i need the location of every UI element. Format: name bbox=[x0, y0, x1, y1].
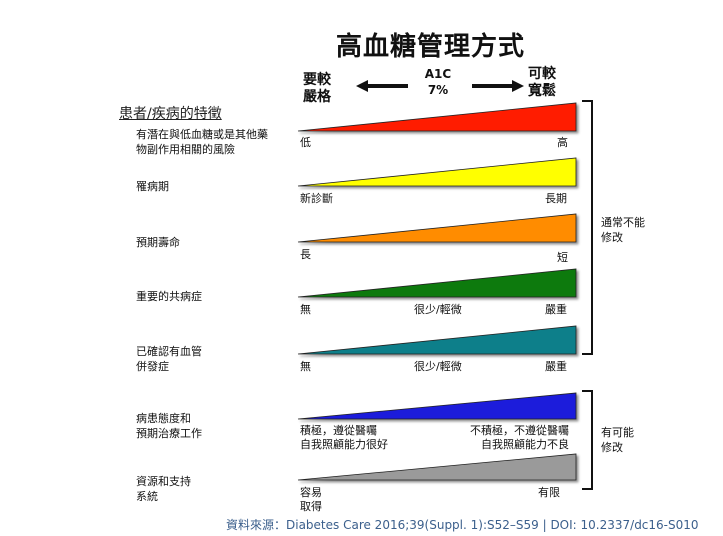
wedge-left-label: 長 bbox=[300, 248, 311, 261]
header-stricter-line1: 要較 bbox=[303, 72, 331, 88]
row-label-resources-support: 資源和支持 系統 bbox=[136, 474, 191, 504]
row-label-line: 罹病期 bbox=[136, 180, 169, 193]
patient-characteristics-heading: 患者/疾病的特徵 bbox=[119, 106, 222, 122]
wedge-right-label: 高 bbox=[557, 136, 568, 149]
header-looser: 可較 寬鬆 bbox=[520, 66, 564, 100]
note-line: 有可能 bbox=[601, 426, 634, 439]
wedge-resources-support bbox=[297, 453, 577, 481]
wedge-right-label: 短 bbox=[557, 251, 568, 264]
note-line: 通常不能 bbox=[601, 216, 645, 229]
row-label-disease-duration: 罹病期 bbox=[136, 179, 169, 194]
wedge-mid-label: 很少/輕微 bbox=[414, 303, 462, 316]
wedge-left-label-line: 容易 bbox=[300, 486, 322, 499]
wedge-right-label-line: 不積極，不遵從醫囑 bbox=[470, 424, 569, 437]
header-a1c-label: A1C bbox=[424, 67, 452, 81]
wedge-vascular-complications bbox=[297, 325, 577, 355]
header-looser-line2: 寬鬆 bbox=[528, 83, 556, 99]
wedge-comorbidities bbox=[297, 268, 577, 298]
row-label-line: 病患態度和 bbox=[136, 412, 191, 425]
wedge-life-expectancy bbox=[297, 213, 577, 243]
row-label-line: 重要的共病症 bbox=[136, 290, 202, 303]
row-label-line: 資源和支持 bbox=[136, 475, 191, 488]
row-label-line: 系統 bbox=[136, 490, 158, 503]
wedge-right-label: 長期 bbox=[545, 192, 567, 205]
header-stricter-line2: 嚴格 bbox=[303, 89, 331, 105]
row-label-patient-attitude: 病患態度和 預期治療工作 bbox=[136, 411, 202, 441]
wedge-left-label: 容易 取得 bbox=[300, 486, 322, 514]
header-stricter: 要較 嚴格 bbox=[297, 72, 337, 106]
row-label-line: 預期壽命 bbox=[136, 236, 180, 249]
header-looser-line1: 可較 bbox=[528, 66, 556, 82]
wedge-left-label-line: 自我照顧能力很好 bbox=[300, 438, 388, 451]
row-label-comorbidities: 重要的共病症 bbox=[136, 289, 202, 304]
wedge-left-label: 積極，遵從醫囑 自我照顧能力很好 bbox=[300, 424, 388, 452]
wedge-disease-duration bbox=[297, 157, 577, 187]
row-label-life-expectancy: 預期壽命 bbox=[136, 235, 180, 250]
wedge-left-label-line: 積極，遵從醫囑 bbox=[300, 424, 377, 437]
wedge-right-label: 有限 bbox=[538, 486, 560, 499]
header-a1c-value: 7% bbox=[427, 83, 449, 97]
note-modifiable: 有可能 修改 bbox=[601, 425, 634, 455]
wedge-right-label: 嚴重 bbox=[545, 303, 567, 316]
wedge-patient-attitude bbox=[297, 392, 577, 420]
row-label-line: 預期治療工作 bbox=[136, 427, 202, 440]
double-arrow-icon bbox=[356, 80, 524, 92]
wedge-right-label-line: 自我照顧能力不良 bbox=[481, 438, 569, 451]
wedge-right-label: 嚴重 bbox=[545, 360, 567, 373]
wedge-right-label: 不積極，不遵從醫囑 自我照顧能力不良 bbox=[470, 424, 569, 452]
row-label-line: 物副作用相關的風險 bbox=[136, 143, 235, 156]
wedge-left-label-line: 取得 bbox=[300, 500, 322, 513]
note-unmodifiable: 通常不能 修改 bbox=[601, 215, 645, 245]
diagram-title: 高血糖管理方式 bbox=[336, 32, 526, 62]
wedge-left-label: 低 bbox=[300, 136, 311, 149]
row-label-hypoglycemia-risk: 有潛在與低血糖或是其他藥 物副作用相關的風險 bbox=[136, 127, 268, 157]
wedge-left-label: 無 bbox=[300, 303, 311, 316]
row-label-line: 併發症 bbox=[136, 360, 169, 373]
row-label-line: 有潛在與低血糖或是其他藥 bbox=[136, 128, 268, 141]
bracket-unmodifiable bbox=[582, 100, 593, 355]
bracket-modifiable bbox=[582, 390, 593, 490]
wedge-hypoglycemia-risk bbox=[297, 102, 577, 132]
row-label-line: 已確認有血管 bbox=[136, 345, 202, 358]
wedge-left-label: 無 bbox=[300, 360, 311, 373]
wedge-mid-label: 很少/輕微 bbox=[414, 360, 462, 373]
source-citation: 資料來源：Diabetes Care 2016;39(Suppl. 1):S52… bbox=[226, 518, 699, 532]
header-a1c: A1C 7% bbox=[423, 66, 453, 98]
row-label-vascular-complications: 已確認有血管 併發症 bbox=[136, 344, 202, 374]
note-line: 修改 bbox=[601, 231, 623, 244]
note-line: 修改 bbox=[601, 441, 623, 454]
wedge-left-label: 新診斷 bbox=[300, 192, 333, 205]
